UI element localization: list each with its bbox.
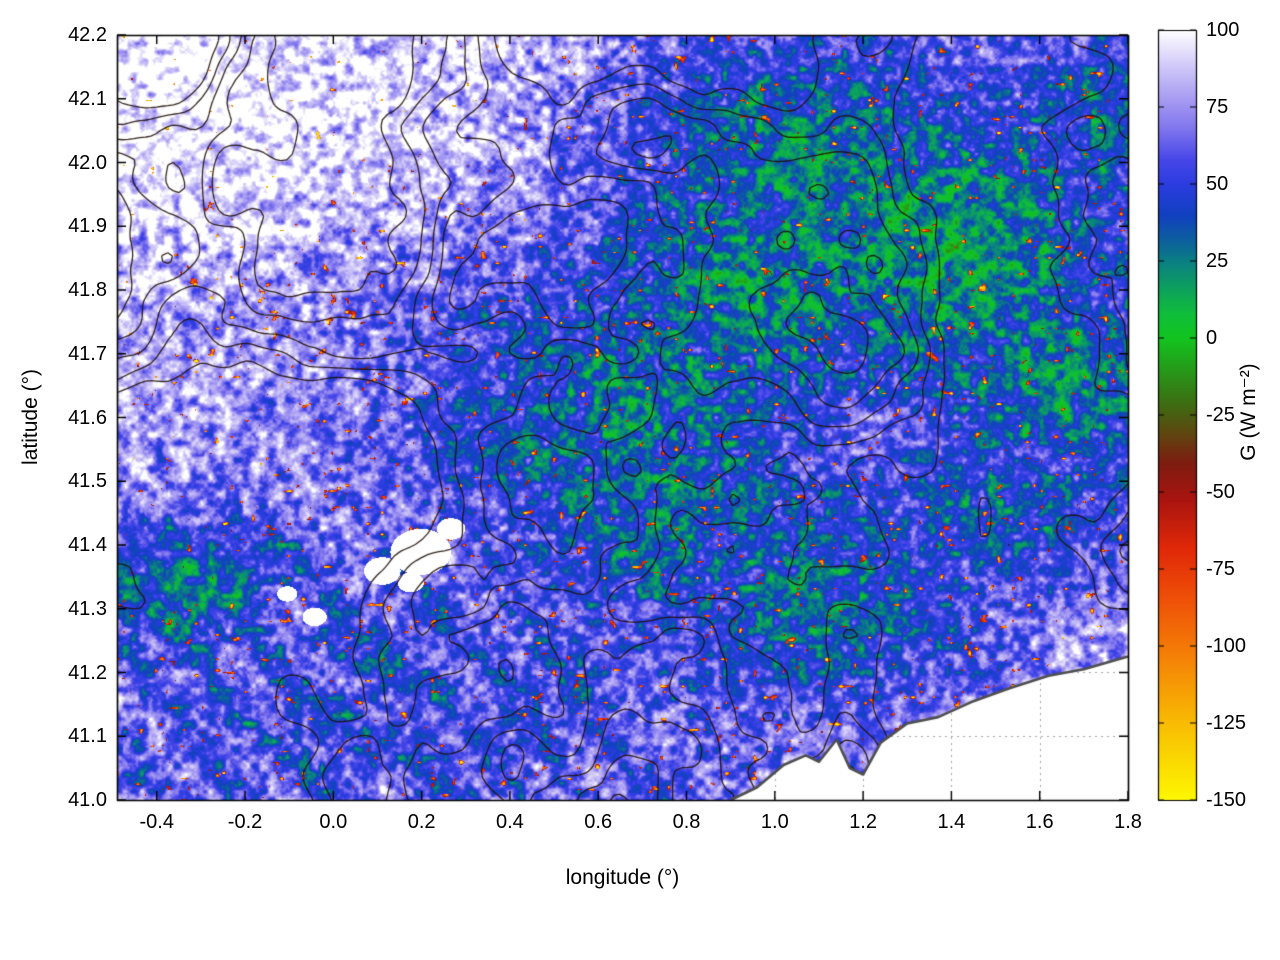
colorbar-tick-label: -100 <box>1206 635 1247 657</box>
y-tick-label: 42.2 <box>68 24 107 46</box>
colorbar-tick-label: 100 <box>1206 19 1240 41</box>
colorbar-tick-label: 50 <box>1206 173 1229 195</box>
x-tick-label: 1.8 <box>1114 811 1142 833</box>
y-tick-label: 41.3 <box>68 597 107 620</box>
x-tick-label: 1.2 <box>849 811 877 833</box>
y-tick-label: 41.6 <box>68 406 107 429</box>
x-tick-label: 0.8 <box>672 811 701 833</box>
y-tick-label: 41.1 <box>68 725 107 748</box>
y-tick-label: 41.0 <box>68 789 107 811</box>
y-tick-label: 41.9 <box>68 215 107 238</box>
x-tick-label: 0.2 <box>407 811 436 833</box>
x-tick-label: 0.6 <box>584 811 613 833</box>
y-tick-label: 41.8 <box>68 279 107 301</box>
y-tick-label: 41.7 <box>68 342 107 365</box>
y-tick-label: 41.4 <box>68 534 107 556</box>
x-tick-label: -0.4 <box>139 811 174 833</box>
x-tick-label: 0.4 <box>496 811 524 833</box>
y-tick-label: 42.0 <box>68 151 107 174</box>
colorbar-tick-label: -25 <box>1206 404 1235 426</box>
x-tick-label: 0.0 <box>319 811 348 833</box>
y-tick-label: 42.1 <box>68 87 107 110</box>
colorbar-tick-label: 0 <box>1206 327 1218 349</box>
colorbar-tick-label: -125 <box>1206 712 1247 734</box>
x-tick-label: 1.6 <box>1025 811 1054 833</box>
x-tick-label: -0.2 <box>227 811 263 833</box>
colorbar-tick-label: -75 <box>1206 558 1235 580</box>
x-axis-label: longitude (°) <box>565 866 680 889</box>
y-tick-label: 41.5 <box>68 470 107 493</box>
colorbar-tick-label: 25 <box>1206 250 1229 272</box>
y-tick-label: 41.2 <box>68 661 107 684</box>
colorbar-tick-label: -150 <box>1206 789 1247 811</box>
x-tick-label: 1.4 <box>937 811 966 833</box>
colorbar-tick-label: 75 <box>1206 96 1229 118</box>
x-tick-label: 1.0 <box>760 811 789 833</box>
colorbar-tick-label: -50 <box>1206 481 1235 503</box>
